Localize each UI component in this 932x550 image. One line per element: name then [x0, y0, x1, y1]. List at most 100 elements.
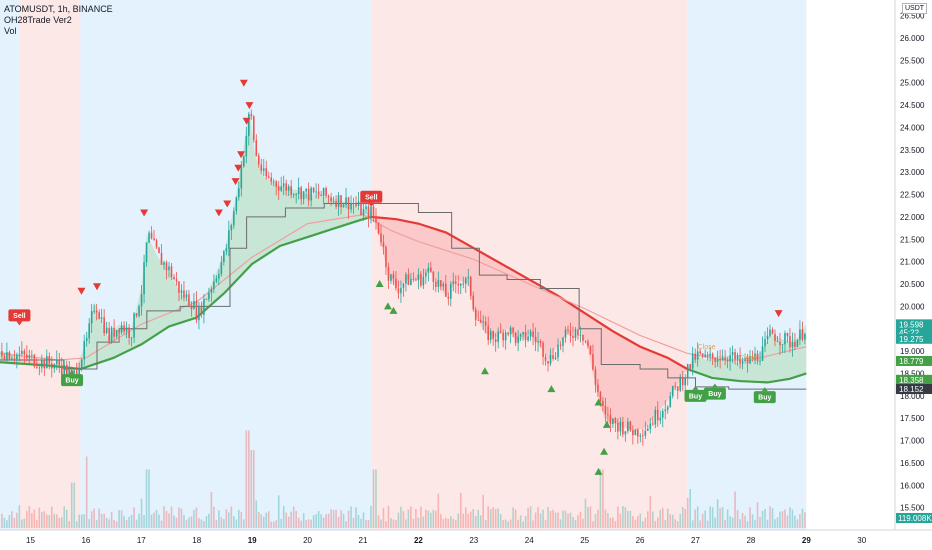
volume-bar — [654, 521, 657, 528]
volume-bar — [624, 507, 627, 528]
volume-bar — [524, 515, 527, 528]
candle-body — [170, 266, 173, 277]
signal-pointer — [692, 385, 699, 390]
time-axis[interactable]: 15 16 17 18 19 20 21 22 23 24 25 26 27 28 29 30 — [0, 529, 932, 550]
cloud-bull — [687, 324, 807, 383]
volume-bar — [1, 513, 3, 528]
volume-bar — [602, 469, 604, 528]
candle-body — [499, 331, 502, 333]
buy-triangle — [480, 367, 489, 375]
volume-bar — [8, 515, 11, 528]
volume-bar — [701, 513, 704, 528]
candle-body — [135, 313, 138, 316]
candle-body — [33, 354, 36, 367]
candle-body — [118, 330, 120, 333]
volume-bar — [108, 519, 110, 528]
candle-body — [287, 186, 290, 191]
time-tick-label: 30 — [857, 536, 866, 545]
price-tick-label: 24.000 — [900, 123, 925, 132]
volume-bar — [574, 519, 577, 528]
volume-bar — [310, 519, 312, 528]
candle-body — [440, 280, 442, 287]
candle-body — [579, 334, 582, 336]
volume-bar — [539, 513, 542, 528]
candle-body — [671, 385, 674, 397]
candle-body — [659, 417, 662, 421]
candle-body — [432, 271, 435, 282]
candle-body — [327, 195, 330, 198]
volume-bar — [447, 518, 450, 528]
price-axis[interactable]: 15.500 16.000 16.500 17.000 17.500 18.000 18.5… — [894, 0, 932, 550]
price-tag-value: 19.275 — [899, 335, 924, 344]
indicator-oh28trade[interactable]: OH28Trade Ver2 — [4, 15, 72, 25]
volume-bar — [594, 514, 597, 528]
volume-bar — [430, 512, 432, 528]
candle-body — [325, 187, 327, 196]
price-tick-label: 21.000 — [900, 258, 925, 267]
volume-bar — [569, 512, 572, 528]
candle-body — [233, 211, 235, 226]
candle-body — [639, 435, 642, 437]
indicator-volume[interactable]: Vol — [4, 26, 17, 36]
volume-bar — [220, 517, 223, 528]
currency-badge[interactable]: USDT — [902, 3, 928, 14]
volume-bar — [26, 511, 28, 528]
regime-backgrounds — [0, 0, 807, 530]
volume-bar — [223, 519, 225, 528]
candle-body — [666, 407, 669, 410]
symbol-line[interactable]: ATOMUSDT, 1h, BINANCE — [4, 4, 113, 14]
volume-bar — [420, 506, 422, 528]
candle-body — [647, 428, 649, 431]
volume-bar — [639, 513, 642, 528]
volume-bar — [70, 482, 73, 528]
price-tick-label: 20.000 — [900, 302, 925, 311]
candle-body — [305, 188, 307, 192]
candle-body — [295, 194, 297, 195]
candle-body — [257, 155, 260, 165]
candle-body — [240, 166, 243, 189]
volume-bar — [80, 514, 83, 528]
candle-body — [676, 386, 679, 391]
candle-body — [484, 321, 487, 326]
volume-bar — [474, 515, 477, 528]
volume-bar — [218, 510, 220, 528]
volume-bar — [390, 517, 392, 528]
candle-body — [686, 364, 689, 378]
candle-body — [190, 305, 193, 309]
volume-bar — [210, 492, 213, 528]
time-axis-bg — [0, 530, 932, 550]
price-tag-value: 18.152 — [899, 385, 924, 394]
time-tick-label: 24 — [525, 536, 534, 545]
buy-signal: Buy — [753, 387, 776, 404]
candle-body — [185, 294, 188, 298]
volume-bar — [280, 518, 283, 528]
volume-bar — [557, 512, 559, 528]
volume-bar — [300, 520, 302, 528]
time-tick-label: 20 — [303, 536, 312, 545]
volume-bar — [634, 519, 637, 528]
candle-body — [13, 358, 16, 360]
price-axis-bg — [895, 0, 932, 550]
candle-body — [701, 353, 704, 357]
volume-bar — [479, 515, 482, 528]
candle-body — [65, 364, 68, 376]
candle-body — [771, 329, 774, 334]
candle-body — [554, 357, 557, 359]
candle-body — [85, 338, 88, 341]
candle-body — [342, 204, 345, 208]
volume-bar — [330, 509, 332, 528]
price-tick-label: 16.000 — [900, 481, 925, 490]
last-price-tag: 18.358 — [896, 374, 932, 385]
volume-bar — [779, 511, 781, 528]
time-tick-label: 28 — [746, 536, 755, 545]
time-tick-label: 19 — [248, 536, 257, 545]
candle-body — [629, 421, 632, 431]
volume-bar — [686, 497, 689, 528]
volume-bar — [115, 521, 118, 528]
volume-bar — [337, 517, 340, 528]
candle-body — [407, 274, 410, 285]
signal-pointer — [711, 383, 718, 388]
candle-body — [73, 370, 76, 373]
volume-bar — [592, 521, 594, 528]
